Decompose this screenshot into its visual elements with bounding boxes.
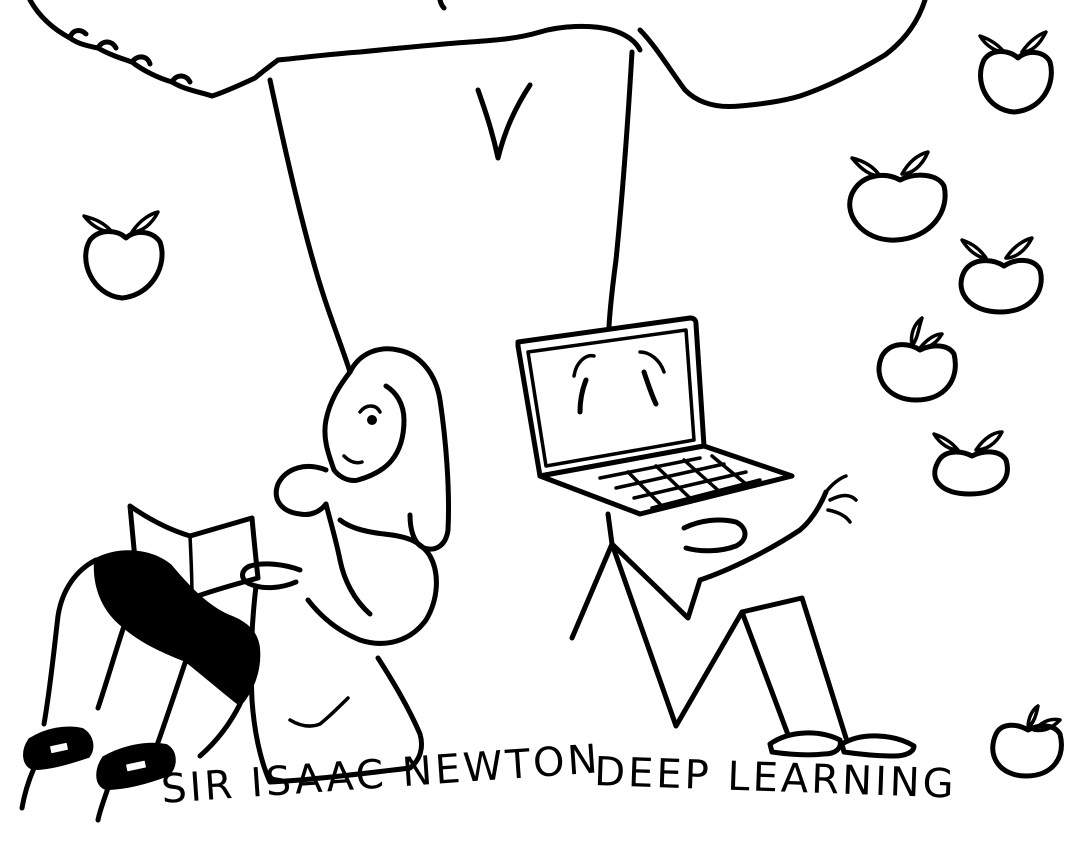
apple-icon	[990, 704, 1064, 779]
apple-icon	[82, 210, 165, 301]
apple-icon	[958, 236, 1044, 315]
caption-deep-learning: DEEP LEARNING	[593, 749, 958, 808]
apple-icon	[978, 30, 1054, 115]
laptop-icon	[515, 315, 795, 517]
deep-learning-figure	[569, 474, 917, 759]
tree-canopy	[27, 0, 928, 110]
tree-trunk	[267, 23, 643, 375]
newton-figure	[19, 346, 452, 823]
apple-icon	[847, 150, 948, 243]
apple-icon	[932, 430, 1010, 497]
apple-icon	[876, 316, 958, 403]
